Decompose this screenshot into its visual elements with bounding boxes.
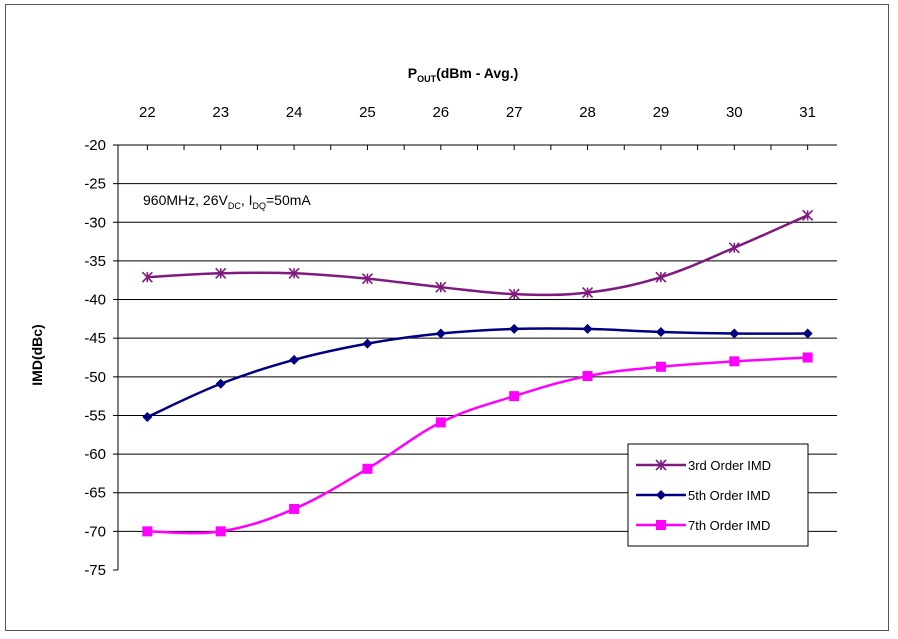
x-tick-label: 23: [212, 104, 229, 121]
y-tick-labels: -20 -25 -30 -35 -40 -45 -50 -55 -60 -65 -70 -75: [84, 137, 106, 579]
data-point: [141, 271, 153, 283]
data-point: [215, 378, 226, 389]
series-1: [141, 209, 814, 300]
data-point: [729, 328, 740, 339]
y-tick-label: -45: [84, 330, 106, 347]
legend-label: 7th Order IMD: [688, 518, 770, 533]
y-tick-label: -65: [84, 485, 106, 502]
y-tick-label: -70: [84, 523, 106, 540]
data-point: [655, 271, 667, 283]
data-point: [215, 267, 227, 279]
data-point: [655, 327, 666, 337]
data-point: [142, 526, 153, 537]
y-tick-label: -40: [84, 292, 106, 309]
legend-item: 3rd Order IMD: [636, 458, 771, 473]
y-tick-label: -35: [84, 253, 106, 270]
y-axis-title: IMD(dBc): [29, 324, 45, 385]
y-tick-label: -55: [84, 407, 106, 424]
data-point: [509, 323, 520, 334]
data-point: [289, 354, 300, 365]
legend-marker: [655, 459, 667, 471]
y-tick-label: -75: [84, 562, 106, 579]
data-point: [729, 356, 740, 367]
series-2: [142, 323, 813, 422]
y-tick-label: -25: [84, 176, 106, 193]
y-tick-label: -60: [84, 446, 106, 463]
legend-item: 5th Order IMD: [636, 488, 770, 503]
data-point: [362, 463, 373, 474]
legend-marker: [656, 520, 666, 530]
x-tick-labels: 22 23 24 25 26 27 28 29 30 31: [139, 104, 816, 121]
data-point: [288, 267, 300, 279]
data-point: [289, 503, 300, 514]
y-tick-label: -20: [84, 137, 106, 154]
x-tick-label: 28: [579, 104, 596, 121]
data-point: [435, 417, 446, 428]
data-point: [362, 338, 373, 349]
legend-marker: [656, 490, 666, 500]
legend-label: 3rd Order IMD: [688, 458, 771, 473]
data-point: [435, 328, 446, 339]
data-point: [802, 328, 813, 339]
data-point: [215, 526, 226, 537]
x-tick-label: 22: [139, 104, 156, 121]
data-point: [728, 242, 740, 254]
data-point: [655, 361, 666, 372]
legend: 3rd Order IMD 5th Order IMD 7th Order IMD: [627, 443, 809, 547]
x-tick-label: 26: [432, 104, 449, 121]
legend-item: 7th Order IMD: [636, 518, 770, 533]
x-tick-label: 27: [506, 104, 523, 121]
data-point: [142, 412, 153, 422]
grid-lines: [118, 144, 837, 532]
data-point: [509, 391, 520, 402]
data-point: [581, 287, 594, 299]
data-point: [582, 323, 593, 334]
data-point: [802, 352, 813, 363]
series-line: [147, 356, 808, 535]
x-tick-label: 25: [359, 104, 376, 121]
data-point: [435, 281, 447, 293]
series-line: [146, 327, 808, 419]
axes: [113, 144, 809, 571]
x-tick-label: 30: [726, 104, 743, 121]
data-point: [508, 288, 520, 300]
legend-label: 5th Order IMD: [688, 488, 770, 503]
conditions-annotation: 960MHz, 26VDC, IDQ=50mA: [143, 192, 311, 211]
x-axis-title: POUT(dBm - Avg.): [408, 65, 519, 84]
x-tick-label: 24: [286, 104, 303, 121]
x-tick-label: 31: [799, 104, 816, 121]
y-tick-label: -30: [84, 214, 106, 231]
y-tick-label: -50: [84, 369, 106, 386]
series-line: [147, 214, 809, 297]
data-point: [582, 371, 593, 382]
x-tick-label: 29: [653, 104, 670, 121]
series: [141, 209, 814, 537]
data-point: [361, 273, 374, 285]
series-3: [142, 352, 813, 537]
data-point: [802, 209, 814, 221]
